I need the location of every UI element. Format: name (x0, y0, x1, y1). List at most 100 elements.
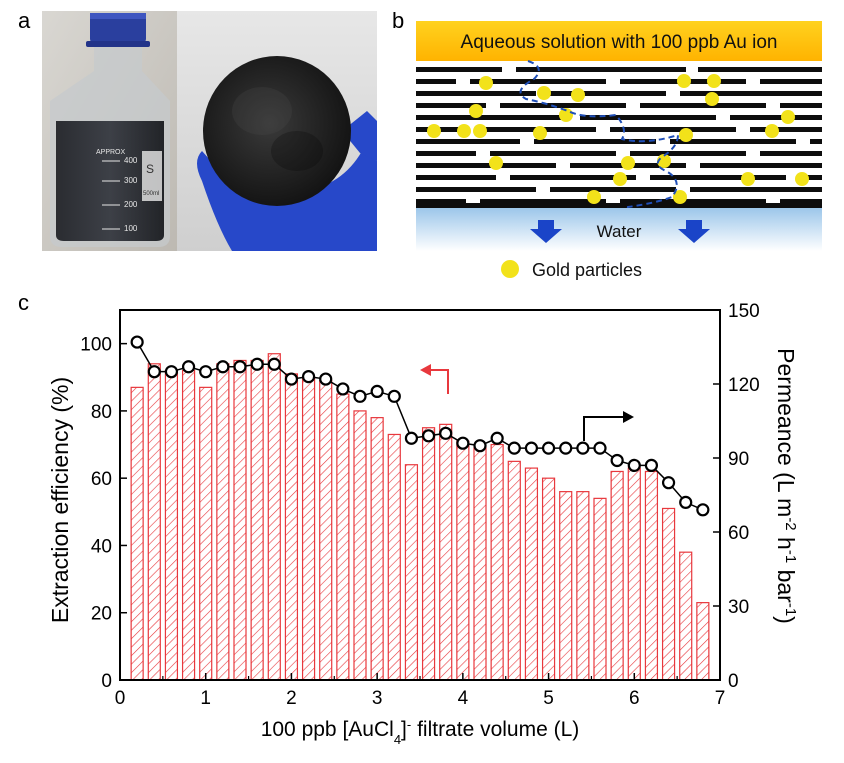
permeance-point (541, 441, 556, 455)
extraction-bar (216, 363, 230, 681)
x-axis-label-bracket: ] (401, 718, 407, 741)
membrane-sheet (760, 151, 822, 156)
extraction-bar (524, 467, 539, 681)
gold-particle (427, 124, 441, 138)
bottle-graduations: APPROX 400 300 200 100 S 500ml (96, 149, 162, 233)
y-left-tick-label: 80 (91, 402, 112, 423)
membrane-sheet (550, 91, 666, 96)
y-right-label-main: Permeance (L m (773, 348, 799, 517)
gold-particle (537, 86, 551, 100)
x-axis-label-prefix: 100 ppb [AuCl (261, 718, 394, 741)
permeance-point (130, 335, 144, 349)
legend-gold-particle-icon (501, 260, 519, 278)
gold-particle (479, 76, 493, 90)
extraction-bar (593, 497, 607, 681)
extraction-bar (267, 353, 281, 681)
permeance-series (130, 335, 710, 517)
permeate-water-band (416, 208, 822, 251)
permeance-point (181, 360, 196, 374)
permeance-point (661, 476, 676, 490)
membrane-sheet (416, 139, 520, 144)
y-right-label-exp1: -2 (783, 517, 800, 530)
feed-solution-label: Aqueous solution with 100 ppb Au ion (461, 32, 778, 53)
x-tick-label: 2 (286, 688, 297, 709)
extraction-bar (147, 363, 161, 681)
membrane-sheet (416, 151, 476, 156)
permeance-point (301, 369, 316, 384)
y-right-label-exp3: -1 (783, 603, 800, 616)
y-right-tick-label: 120 (728, 375, 760, 396)
y-right-label-close: ) (773, 616, 799, 624)
membrane-sheet (800, 175, 822, 180)
panel-label-a: a (18, 8, 31, 33)
feed-solution-band (416, 21, 822, 61)
membrane-sheet (416, 103, 486, 108)
arrow-right-icon (623, 411, 634, 423)
x-tick-label: 4 (458, 688, 469, 709)
gold-particle (613, 172, 627, 186)
membrane-sheet (416, 115, 566, 120)
permeance-point (421, 429, 436, 443)
y-axis-right-label: Permeance (L m-2 h-1 bar-1) (773, 348, 800, 624)
permeance-line (136, 341, 704, 511)
gold-particle (677, 74, 691, 88)
membrane-sheet (416, 187, 536, 192)
permeance-point (353, 389, 367, 403)
membrane-sheet (490, 151, 616, 156)
extraction-bar (387, 433, 401, 681)
membrane-sheet (534, 139, 656, 144)
membrane-sheet (810, 139, 822, 144)
gold-particle (587, 190, 601, 204)
membrane-sheet (580, 115, 716, 120)
permeance-point (576, 441, 590, 455)
water-arrow-right-icon (678, 220, 710, 243)
bottle-mark-100: 100 (124, 224, 138, 233)
permeance-point (199, 365, 213, 379)
y-left-tick-label: 60 (91, 469, 112, 490)
extraction-bar (336, 393, 350, 681)
permeance-point (147, 365, 161, 379)
gold-particle (489, 156, 503, 170)
x-axis-label: 100 ppb [AuCl4]- filtrate volume (L) (261, 717, 580, 747)
extraction-bar (421, 427, 436, 681)
x-axis-label-sub: 4 (394, 732, 401, 747)
permeance-point (216, 360, 230, 374)
extraction-bar (473, 447, 487, 681)
extraction-bar (576, 491, 590, 681)
permeance-point (696, 503, 710, 517)
right-series-arrow (583, 411, 634, 441)
extraction-bars (130, 353, 710, 681)
y-right-tick-label: 90 (728, 449, 749, 470)
extraction-bar (319, 380, 333, 681)
extraction-bar (250, 359, 264, 681)
bottle-volume: 500ml (143, 191, 159, 197)
membrane-sheet (610, 127, 736, 132)
gold-particle (679, 128, 693, 142)
y-right-label-exp2: -1 (783, 550, 800, 563)
photo-panel: APPROX 400 300 200 100 S 500ml (42, 11, 377, 251)
gold-particle (765, 124, 779, 138)
extraction-bar (439, 423, 453, 681)
extraction-bar (696, 602, 710, 681)
gold-particle (657, 154, 671, 168)
gold-particles (427, 74, 809, 204)
membrane-sheet (690, 187, 822, 192)
extraction-bar (199, 386, 213, 681)
x-tick-label: 7 (715, 688, 726, 709)
membrane-sheet (750, 127, 822, 132)
permeance-point (644, 458, 659, 472)
membrane-sheet (416, 163, 556, 168)
extraction-bar (301, 376, 316, 681)
x-axis-label-charge: - (407, 717, 411, 732)
membrane-sheet (780, 199, 822, 204)
membrane-sheet (416, 67, 502, 72)
extraction-bar (559, 491, 573, 681)
permeance-point (336, 382, 350, 396)
x-tick-label: 6 (629, 688, 640, 709)
membrane-sheet (516, 67, 686, 72)
membrane-sheet (620, 199, 766, 204)
x-axis-label-suffix: filtrate volume (L) (411, 718, 579, 741)
permeance-point (679, 495, 693, 509)
water-flow-path (519, 60, 680, 222)
